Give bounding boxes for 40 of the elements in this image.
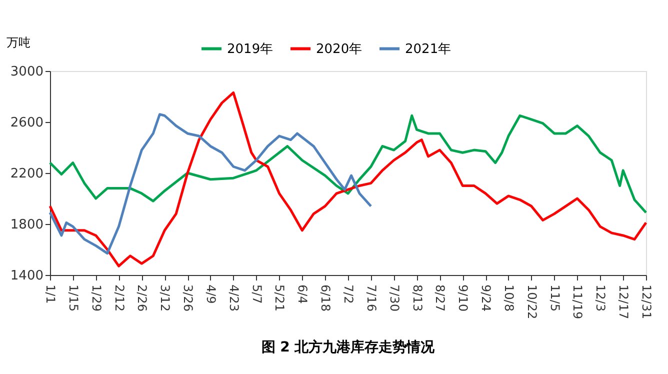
x-tick-label: 7/30 [387,284,402,312]
x-tick-label: 12/17 [616,284,631,320]
x-tick-label: 12/3 [594,284,608,312]
x-tick-label: 10/8 [502,284,516,312]
x-tick-label: 10/22 [524,284,539,320]
x-tick-label: 7/16 [364,284,378,312]
x-tick-label: 1/15 [66,284,80,312]
line-series [48,113,372,255]
y-tick-label: 2600 [10,116,44,130]
text: 图 2 北方九港库存走势情况 [261,338,436,356]
x-tick-label: 2/12 [112,284,126,312]
y-tick-label: 1800 [10,218,44,232]
y-tick-label: 2200 [10,166,44,182]
x-tick-label: 9/24 [479,284,494,312]
x-tick-label: 3/12 [158,284,172,312]
y-tick-label: 3000 [10,64,44,80]
y-tick-label: 1400 [10,268,44,284]
x-tick-label: 5/7 [250,284,264,304]
legend-label: 2020年 [316,42,362,57]
x-tick-label: 6/18 [318,284,333,312]
x-tick-label: 3/26 [181,284,196,312]
x-tick-label: 2/26 [135,284,150,312]
legend-label: 2019年 [227,42,274,57]
x-tick-label: 8/27 [433,284,448,312]
legend-label: 2021年 [405,42,452,57]
line-series [48,114,648,214]
line-series [48,91,648,268]
x-tick-label: 1/1 [44,284,58,304]
x-tick-label: 4/23 [226,284,241,312]
x-tick-label: 5/21 [272,284,287,312]
x-tick-label: 6/4 [296,284,310,304]
x-tick-label: 11/5 [548,284,562,312]
x-tick-label: 7/2 [342,284,356,304]
x-tick-label: 1/29 [89,284,104,312]
x-tick-label: 11/19 [570,284,585,320]
x-tick-label: 9/10 [456,284,470,312]
x-tick-label: 4/9 [204,284,218,304]
x-tick-label: 8/13 [410,284,424,312]
y-axis-title: 万吨 [6,36,30,50]
x-tick-label: 12/31 [640,284,654,320]
